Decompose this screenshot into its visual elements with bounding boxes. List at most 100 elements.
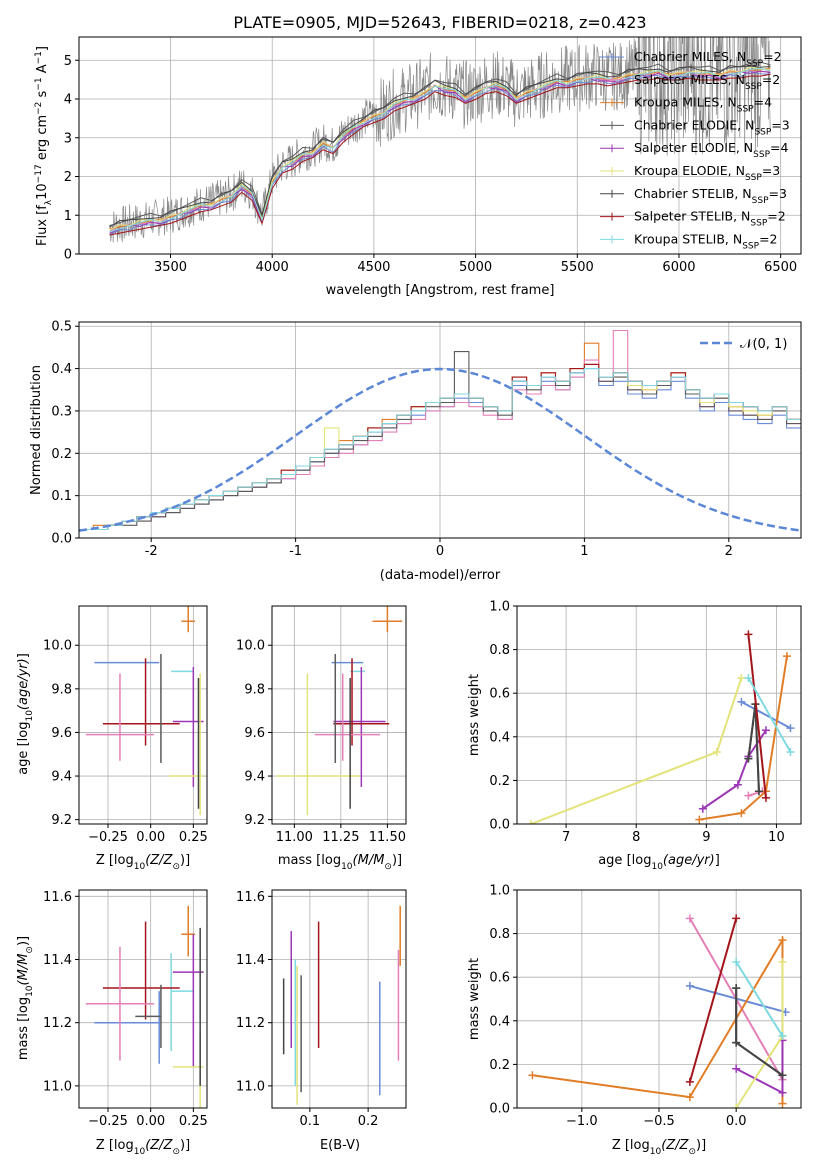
y-tick-label: 9.8	[51, 682, 72, 697]
series-marker	[732, 957, 741, 966]
series-line	[747, 677, 792, 753]
legend-n: =3	[769, 186, 787, 201]
legend-gaussian-label: 𝒩(0, 1)	[740, 337, 787, 352]
y-tick-label: 11.6	[43, 890, 72, 905]
legend-entry: Salpeter STELIB, NSSP=2	[634, 209, 786, 229]
panel-mass_weight_vs_Z: −1.0 −0.5 0.0 0.0 0.2 0.4 0.6 0.8 1.0 Z [log10(Z/…	[467, 884, 802, 1157]
legend-sub: SSP	[742, 241, 759, 251]
x-tick-label: −0.25	[88, 830, 128, 845]
x-axis-label-part: age [log	[598, 853, 651, 868]
errorbar-point	[172, 934, 204, 1067]
grid-lines	[272, 890, 406, 1108]
y-tick-label: 11.6	[236, 890, 265, 905]
x-tick-label: 11.25	[322, 830, 359, 845]
x-tick-label: 4500	[357, 260, 390, 275]
series-marker	[685, 1093, 694, 1102]
legend-entry: Salpeter MILES, NSSP=2	[634, 72, 780, 92]
y-axis-label-part: 10	[35, 183, 50, 200]
panel-age_vs_mass: 11.00 11.25 11.50 9.2 9.4 9.6 9.8 10.0 mass [log…	[236, 605, 407, 872]
y-tick-label: 0.4	[489, 730, 510, 745]
y-axis-label-part: )]	[16, 936, 31, 946]
series-marker	[732, 1104, 741, 1108]
y-tick-label: 0.2	[51, 447, 72, 462]
legend-sub: SSP	[746, 59, 763, 69]
x-tick-label: 5500	[561, 260, 594, 275]
series-marker	[733, 780, 742, 789]
legend-n: =4	[770, 140, 788, 155]
x-axis-label-part: (age/yr)	[663, 853, 715, 868]
legend-name: Kroupa STELIB, N	[634, 231, 742, 246]
series-marker	[754, 787, 763, 796]
y-axis-label-part: 10	[25, 985, 35, 997]
y-tick-label: 10.0	[236, 639, 265, 654]
y-tick-label: 9.2	[244, 813, 265, 828]
series-line	[740, 701, 791, 729]
y-tick-label: 1.0	[489, 600, 510, 615]
legend-entry: Chabrier MILES, NSSP=2	[634, 49, 782, 69]
y-tick-label: 0.2	[489, 1058, 510, 1073]
y-axis-label-part: −1	[34, 77, 44, 90]
x-axis-label-part: 10	[134, 1147, 146, 1157]
x-axis-label-part: ⊙	[384, 862, 392, 872]
legend-name: Salpeter MILES, N	[634, 72, 745, 87]
x-tick-label: 0.1	[300, 1114, 321, 1129]
y-axis-label: Normed distribution	[29, 365, 44, 495]
figure-title: PLATE=0905, MJD=52643, FIBERID=0218, z=0…	[233, 13, 646, 32]
series-line	[532, 936, 784, 1104]
series-line	[747, 634, 767, 798]
legend-sub: SSP	[753, 150, 770, 160]
x-axis-label-part: ]	[715, 853, 720, 868]
x-tick-label: 2	[725, 544, 733, 559]
x-tick-label: 10	[768, 830, 785, 845]
x-tick-label: 6500	[764, 260, 797, 275]
x-tick-label: −0.25	[88, 1114, 128, 1129]
x-axis-label-part: mass [log	[278, 853, 341, 868]
x-tick-label: 7	[562, 830, 570, 845]
x-tick-label: 5000	[459, 260, 492, 275]
errorbar-point	[94, 991, 160, 1064]
y-axis-label-part: −17	[34, 164, 44, 183]
legend-n: =2	[762, 72, 780, 87]
legend-n: =4	[754, 95, 772, 110]
series-marker	[744, 791, 753, 800]
series-line	[699, 655, 788, 821]
series-marker	[778, 1032, 787, 1041]
series-marker	[778, 1088, 787, 1097]
legend-n: =2	[763, 49, 781, 64]
y-tick-label: 0.1	[51, 489, 72, 504]
series-marker	[698, 804, 707, 813]
legend-entry: Kroupa ELODIE, NSSP=3	[634, 163, 780, 183]
y-axis-label-part: A	[35, 64, 50, 77]
model-fit-line	[109, 61, 771, 227]
x-tick-label: 0.25	[179, 1114, 208, 1129]
x-axis-label-part: 10	[134, 862, 146, 872]
series-marker	[685, 981, 694, 990]
y-tick-label: 1.0	[489, 884, 510, 899]
legend-name: Salpeter ELODIE, N	[634, 140, 753, 155]
x-tick-label: 0.00	[136, 1114, 165, 1129]
model-fit-line	[109, 65, 771, 228]
legend-entry: Kroupa STELIB, NSSP=2	[634, 231, 778, 251]
x-tick-label: 0.00	[136, 830, 165, 845]
y-axis-label-part: mass [log	[16, 997, 31, 1060]
plot-area	[275, 606, 403, 816]
x-tick-label: 0.0	[726, 1114, 747, 1129]
axes-frame	[271, 889, 407, 1109]
x-axis-label: age [log10(age/yr)]	[598, 853, 720, 872]
model-fit-line	[109, 67, 771, 233]
x-tick-label: 9	[702, 830, 710, 845]
legend-entry: Chabrier ELODIE, NSSP=3	[634, 117, 790, 137]
errorbar-point	[372, 606, 403, 633]
y-tick-label: 0.5	[51, 320, 72, 335]
y-axis-label: mass weight	[467, 674, 482, 756]
panels-group: 3500 4000 4500 5000 5500 6000 6500 0 1 2 3 4 5 Flux […	[16, 36, 802, 1157]
errorbar-point	[135, 984, 162, 1048]
legend-sub: SSP	[750, 219, 767, 229]
series-line	[735, 961, 784, 1037]
plot-area	[79, 329, 801, 532]
x-tick-label: 11.00	[276, 830, 313, 845]
y-axis-label-part: erg cm	[35, 115, 50, 164]
series-marker	[712, 748, 721, 757]
y-tick-label: 0.4	[489, 1014, 510, 1029]
y-tick-label: 0	[64, 248, 72, 263]
